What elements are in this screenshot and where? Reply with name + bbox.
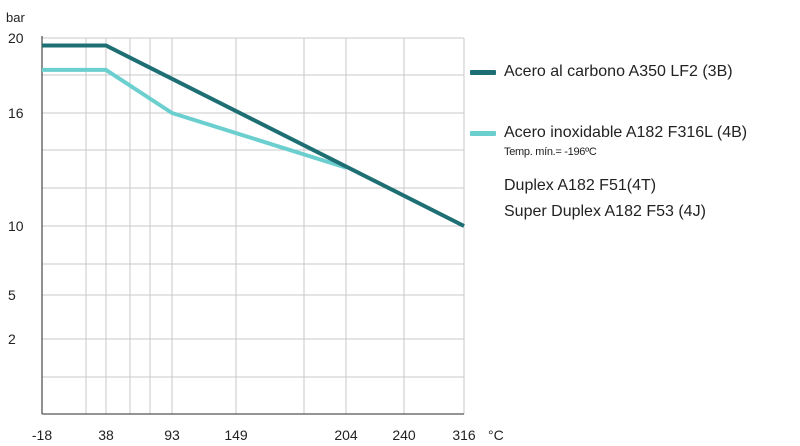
x-tick-label: 93 [164,427,180,443]
y-axis-unit-label: bar [6,10,25,25]
x-tick-label: -18 [32,427,52,443]
chart-legend: Acero al carbono A350 LF2 (3B) Acero ino… [470,60,800,237]
x-tick-label: 316 [452,427,476,443]
x-axis-unit-label: °C [488,427,504,443]
legend-entry-stainless-steel: Acero inoxidable A182 F316L (4B) Temp. m… [470,121,800,158]
legend-entry-carbon-steel: Acero al carbono A350 LF2 (3B) [470,60,800,86]
x-tick-label: 38 [98,427,114,443]
y-tick-label: 10 [8,218,24,234]
legend-note-min-temp: Temp. mín.= -196ºC [504,146,597,158]
series-line-carbon-steel [42,43,465,228]
legend-swatch-stainless-steel [470,131,496,136]
chart-series [42,43,465,228]
y-tick-label: 2 [8,331,16,347]
series-line-stainless-steel [42,67,347,170]
y-tick-label: 5 [8,287,16,303]
legend-label-stainless-steel: Acero inoxidable A182 F316L (4B) [504,124,748,141]
x-tick-label: 149 [224,427,248,443]
x-tick-label: 240 [392,427,416,443]
y-tick-label: 20 [8,30,24,46]
y-tick-label: 16 [8,105,24,121]
chart-axes [41,36,464,415]
legend-label-super-duplex: Super Duplex A182 F53 (4J) [504,203,706,220]
legend-swatch-carbon-steel [470,70,496,75]
chart-tick-labels: -18 38 93 149 204 240 316 20 16 10 5 2 [8,30,476,443]
legend-extra-entries: Duplex A182 F51(4T) Super Duplex A182 F5… [470,177,800,237]
legend-label-carbon-steel: Acero al carbono A350 LF2 (3B) [504,63,733,80]
x-tick-label: 204 [334,427,358,443]
legend-label-duplex: Duplex A182 F51(4T) [504,177,657,194]
chart-grid [41,37,465,415]
